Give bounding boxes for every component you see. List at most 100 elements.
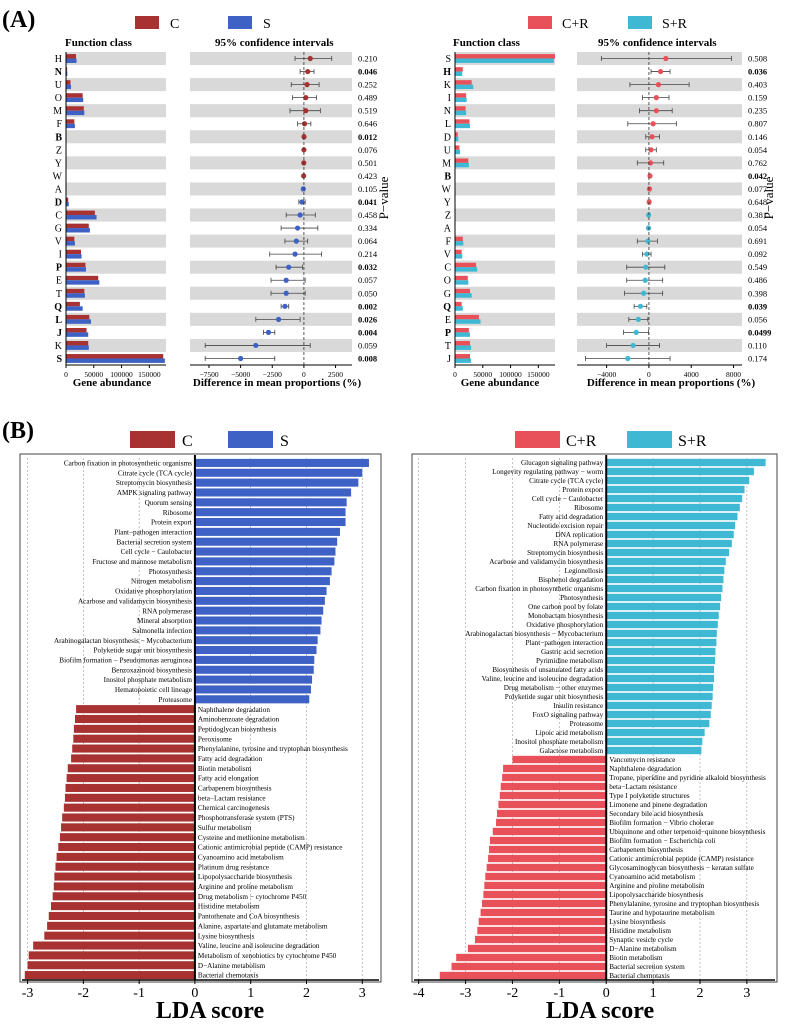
ci-mean-point — [650, 121, 656, 127]
lda-bar — [478, 917, 607, 926]
lda-bar — [606, 665, 715, 674]
lda-bar-label: Pyrimidine metabolism — [536, 657, 604, 665]
lda-bar — [74, 714, 195, 724]
lda-bar-label: Chemical carcinogenesis — [198, 804, 270, 812]
ci-mean-point — [301, 121, 308, 127]
p-value-label: 0.486 — [748, 275, 767, 285]
lda-bar — [72, 744, 195, 753]
lda-bar-label: Cationic antimicrobial peptide (CAMP) re… — [609, 855, 754, 863]
function-class-label: L — [445, 119, 451, 130]
abundance-bar — [66, 275, 99, 281]
abundance-bar — [66, 358, 165, 363]
ci-mean-point — [275, 316, 282, 322]
lda-bar-label: Proteasome — [570, 720, 604, 728]
stripe-row — [455, 286, 555, 300]
p-value-label: 0.423 — [358, 171, 377, 181]
abundance-tick-label: 100000 — [499, 370, 522, 379]
lda-bar — [194, 695, 310, 704]
lda-bar — [498, 800, 607, 809]
stripe-row — [455, 208, 555, 222]
stripe-row — [66, 286, 166, 300]
lda-bar — [194, 606, 324, 615]
lda-bar — [194, 488, 352, 497]
b-legend-label-sr: S+R — [678, 433, 707, 450]
stripe-row — [66, 52, 166, 66]
p-value-label: 0.398 — [748, 288, 767, 298]
lda-bar-label: Valine, leucine and isoleucine degradati… — [482, 675, 604, 683]
abundance-bar — [66, 197, 69, 202]
function-class-label: O — [444, 276, 451, 287]
legend-label-s: S — [263, 17, 271, 32]
p-value-label: 0.004 — [358, 327, 378, 337]
lda-bar-label: Fatty acid degradation — [539, 513, 604, 521]
lda-bar-label: Biofilm formation − Vibrio cholerae — [609, 819, 714, 827]
function-class-label: S — [56, 354, 62, 365]
function-class-label: Z — [445, 211, 451, 222]
lda-bar-label: Cyanoamino acid metabolism — [609, 873, 695, 881]
function-class-label: P — [445, 328, 451, 339]
panel-a-label: (A) — [2, 7, 35, 33]
abundance-bar — [455, 241, 464, 246]
panel-a-left-legend: C S — [135, 16, 271, 32]
stripe-row — [577, 208, 742, 222]
lda-bar — [194, 517, 346, 527]
lda-bar-label: Inositol phosphate metabolism — [104, 676, 193, 684]
function-class-label: K — [444, 80, 452, 91]
p-value-label: 0.032 — [358, 262, 377, 272]
lda-bar — [606, 638, 717, 647]
function-class-label: W — [442, 184, 452, 195]
lda-bar-label: Bacterial chemotaxis — [198, 972, 259, 980]
ci-mean-point — [283, 277, 289, 283]
lda-bar — [606, 458, 766, 467]
p-value-label: 0.458 — [358, 210, 377, 220]
lda-bar — [73, 724, 195, 733]
ci-mean-point — [293, 238, 299, 244]
abundance-tick-label: 150000 — [138, 370, 161, 379]
lda-tick-label: -2 — [507, 986, 519, 1001]
abundance-bar — [455, 288, 470, 294]
b-right-frame — [411, 453, 778, 983]
lda-bar-label: Naphthalene degradation — [198, 706, 270, 714]
lda-bar — [606, 701, 712, 710]
lda-bar — [502, 773, 607, 782]
p-value-label: 0.549 — [748, 262, 767, 272]
function-class-label: I — [448, 93, 451, 104]
p-value-label: 0.403 — [748, 80, 767, 90]
function-class-label: Q — [54, 302, 62, 313]
lda-bar — [606, 539, 732, 548]
lda-bar — [480, 908, 607, 917]
ci-mean-point — [303, 108, 309, 114]
lda-bar — [606, 530, 734, 539]
p-value-label: 0.210 — [358, 54, 377, 64]
abundance-bar — [455, 345, 472, 350]
lda-bar-label: Longevity regulating pathway − worm — [492, 468, 603, 476]
stripe-row — [455, 260, 555, 274]
panel-b-left-legend: C S — [130, 431, 289, 450]
stripe-row — [190, 260, 352, 274]
p-value-label: 0.214 — [358, 249, 378, 259]
lda-tick-label: 1 — [247, 986, 254, 1001]
ci-mean-point — [304, 82, 310, 88]
abundance-bar — [66, 306, 83, 311]
abundance-bar — [66, 106, 84, 111]
abundance-bar — [66, 341, 89, 346]
lda-bar-label: Oxidative phosphorylation — [526, 621, 603, 629]
function-class-label: M — [53, 106, 62, 117]
abundance-tick-label: 0 — [453, 370, 457, 379]
function-class-label: Z — [56, 145, 62, 156]
lda-bar-label: DNA replication — [556, 531, 604, 539]
lda-tick-label: -2 — [78, 986, 90, 1001]
abundance-bar — [66, 119, 75, 124]
lda-bar-label: Photosynthesis — [560, 594, 603, 602]
function-class-label: J — [57, 328, 62, 339]
stripe-row — [455, 182, 555, 196]
lda-bar-label: Bacterial chemotaxis — [609, 972, 670, 980]
lda-bar-label: Quorum sensing — [145, 499, 193, 507]
lda-bar-label: Alanine, aspartate and glutamate metabol… — [198, 922, 328, 930]
lda-bar — [606, 674, 715, 683]
lda-bar — [51, 902, 195, 911]
function-class-label: F — [56, 119, 62, 130]
legend-swatch-cr — [528, 16, 552, 29]
lda-bar — [66, 774, 195, 783]
function-class-label: V — [55, 237, 63, 248]
